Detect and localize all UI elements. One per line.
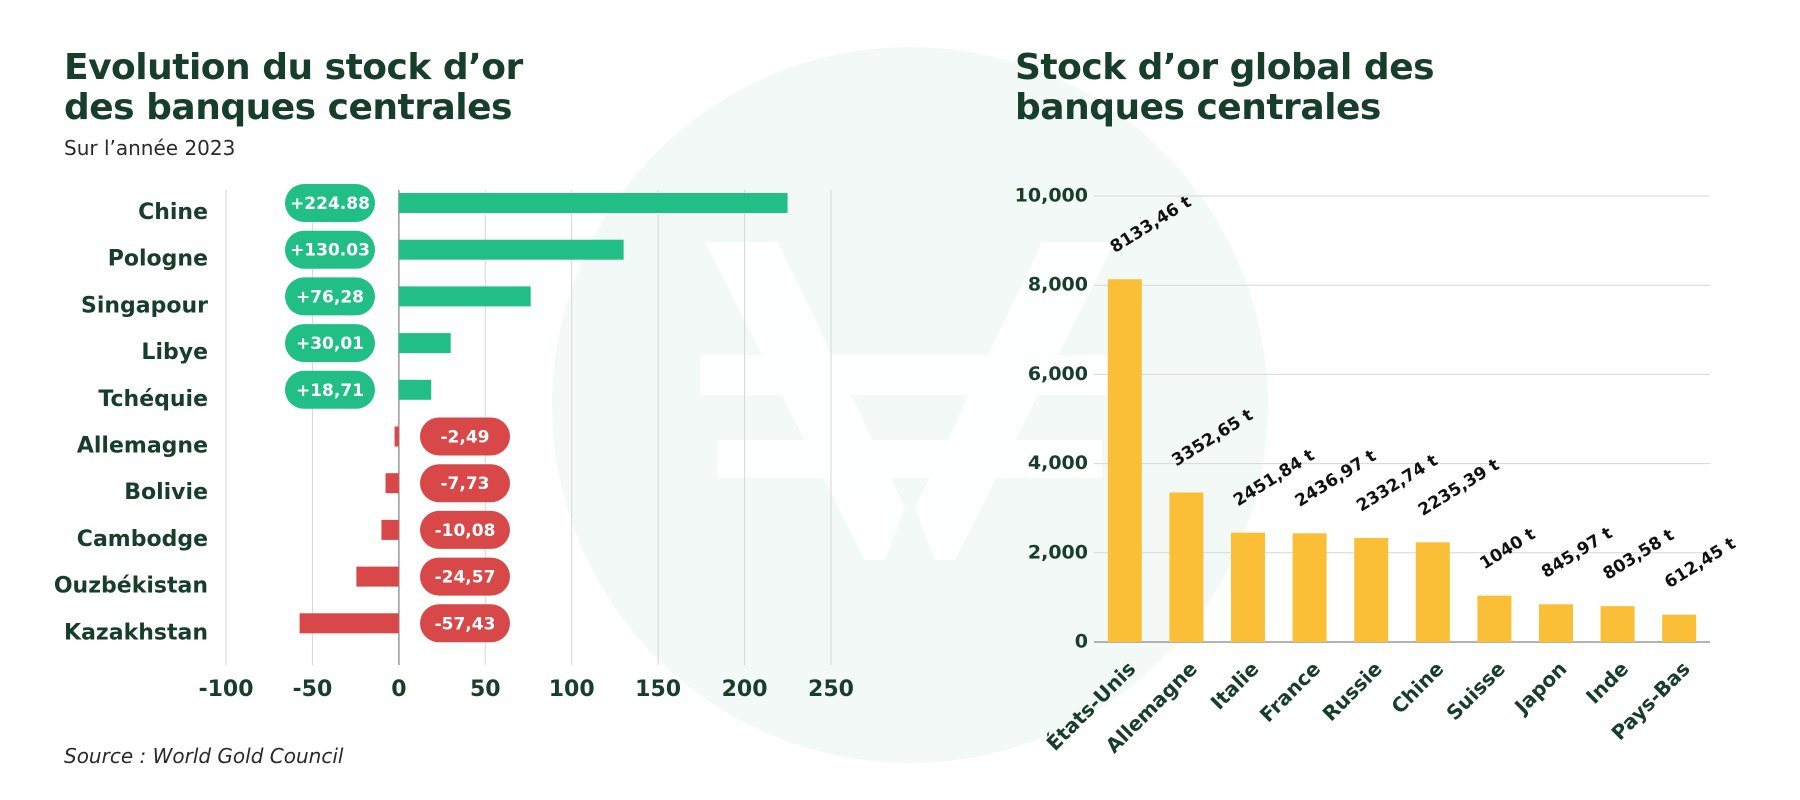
- value-pill: [285, 370, 375, 409]
- value-label: +30,01: [296, 334, 364, 354]
- value-label: -57,43: [435, 614, 496, 634]
- value-label: -2,49: [441, 428, 490, 448]
- value-pill: [285, 324, 375, 363]
- value-label: -7,73: [441, 474, 490, 494]
- category-label: Tchéquie: [98, 387, 208, 412]
- category-label: Singapour: [81, 293, 208, 318]
- value-pill: [420, 510, 510, 549]
- value-label: -10,08: [435, 521, 496, 541]
- bar: [356, 566, 399, 587]
- category-label: Russie: [1318, 657, 1387, 726]
- category-label: Chine: [1386, 657, 1448, 719]
- bar: [394, 426, 399, 447]
- value-label: -24,57: [435, 568, 496, 588]
- bar: [1600, 606, 1635, 642]
- category-label: Ouzbékistan: [54, 574, 208, 599]
- watermark-symbol-icon: [700, 242, 1120, 560]
- category-label: Pologne: [108, 247, 208, 272]
- x-tick-label: -100: [198, 677, 253, 702]
- x-tick-label: 50: [470, 677, 501, 702]
- category-label: Kazakhstan: [64, 620, 208, 645]
- category-label: Bolivie: [124, 480, 208, 505]
- value-pill: [420, 557, 510, 596]
- value-label: 3352,65 t: [1168, 405, 1256, 470]
- bar: [1354, 537, 1389, 642]
- category-label: Suisse: [1441, 657, 1510, 726]
- value-label: +76,28: [296, 287, 364, 307]
- bar: [1539, 604, 1573, 642]
- source-note: Source : World Gold Council: [64, 744, 344, 768]
- bar: [381, 519, 399, 540]
- y-tick-label: 10,000: [1015, 185, 1088, 207]
- value-label: 1040 t: [1476, 524, 1539, 573]
- value-pill: [420, 464, 510, 503]
- bar: [1169, 492, 1204, 642]
- category-label: Chine: [138, 200, 208, 225]
- x-tick-label: 0: [391, 677, 406, 702]
- right-chart-title: Stock d’or global des banques centrales: [1015, 47, 1435, 128]
- x-tick-label: 200: [722, 677, 768, 702]
- category-label: Japon: [1508, 657, 1571, 720]
- left-chart-subtitle: Sur l’année 2023: [64, 136, 236, 160]
- bar: [1107, 279, 1142, 642]
- value-label: +130.03: [290, 241, 370, 261]
- y-tick-label: 2,000: [1028, 541, 1088, 563]
- category-label: Libye: [141, 340, 208, 365]
- bar: [398, 286, 531, 307]
- category-label: Italie: [1206, 657, 1264, 715]
- y-tick-label: 0: [1075, 631, 1088, 653]
- bar: [398, 239, 624, 260]
- bar: [1231, 532, 1265, 642]
- y-tick-label: 6,000: [1028, 363, 1088, 385]
- category-label: France: [1255, 657, 1325, 727]
- value-label: +224.88: [290, 194, 370, 214]
- category-label: Inde: [1581, 657, 1633, 709]
- value-label: +18,71: [296, 381, 364, 401]
- x-tick-label: 150: [635, 677, 681, 702]
- value-pill: [285, 277, 375, 316]
- left-chart-title: Evolution du stock d’or des banques centr…: [64, 47, 523, 128]
- bar: [385, 473, 399, 494]
- category-label: Allemagne: [77, 434, 208, 459]
- bar: [1477, 595, 1512, 642]
- bar: [299, 613, 399, 634]
- value-pill: [285, 230, 375, 269]
- watermark-circle: [552, 47, 1268, 763]
- x-tick-label: -50: [293, 677, 333, 702]
- bar: [1292, 533, 1327, 642]
- y-tick-label: 4,000: [1028, 452, 1088, 474]
- value-pill: [285, 184, 375, 222]
- category-label: Cambodge: [77, 527, 208, 552]
- value-label: 8133,46 t: [1107, 192, 1195, 257]
- bar: [1415, 542, 1450, 642]
- value-pill: [420, 417, 510, 456]
- bar: [1662, 614, 1697, 642]
- x-tick-label: 100: [549, 677, 595, 702]
- bar: [398, 333, 451, 354]
- value-pill: [420, 604, 510, 643]
- bar: [398, 193, 788, 213]
- y-tick-label: 8,000: [1028, 274, 1088, 296]
- bar: [398, 379, 432, 400]
- x-tick-label: 250: [808, 677, 854, 702]
